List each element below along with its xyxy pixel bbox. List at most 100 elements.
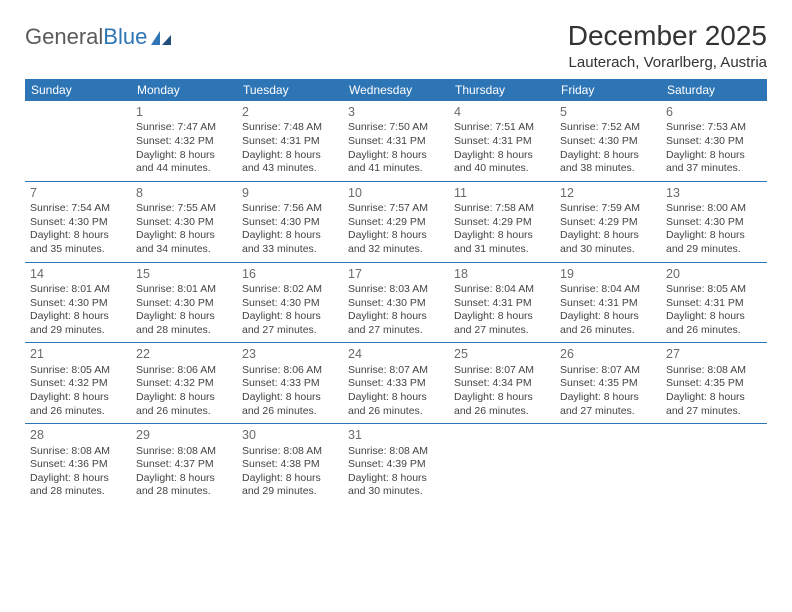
sunset-text: Sunset: 4:30 PM	[30, 297, 126, 311]
sunset-text: Sunset: 4:33 PM	[242, 377, 338, 391]
day-number: 19	[560, 266, 656, 282]
weekday-header: Sunday	[25, 79, 131, 101]
weekday-header: Wednesday	[343, 79, 449, 101]
calendar-day-cell: 26Sunrise: 8:07 AMSunset: 4:35 PMDayligh…	[555, 343, 661, 424]
day-number: 27	[666, 346, 762, 362]
day-number: 7	[30, 185, 126, 201]
sunrise-text: Sunrise: 7:54 AM	[30, 202, 126, 216]
day-number: 14	[30, 266, 126, 282]
sunrise-text: Sunrise: 7:52 AM	[560, 121, 656, 135]
calendar-day-cell: 7Sunrise: 7:54 AMSunset: 4:30 PMDaylight…	[25, 181, 131, 262]
sunrise-text: Sunrise: 8:07 AM	[560, 364, 656, 378]
day-number: 15	[136, 266, 232, 282]
calendar-day-cell: 17Sunrise: 8:03 AMSunset: 4:30 PMDayligh…	[343, 262, 449, 343]
sunrise-text: Sunrise: 7:51 AM	[454, 121, 550, 135]
day-number: 24	[348, 346, 444, 362]
day-number: 6	[666, 104, 762, 120]
sunrise-text: Sunrise: 8:06 AM	[242, 364, 338, 378]
calendar-day-cell	[555, 424, 661, 504]
sunrise-text: Sunrise: 7:56 AM	[242, 202, 338, 216]
calendar-day-cell: 30Sunrise: 8:08 AMSunset: 4:38 PMDayligh…	[237, 424, 343, 504]
daylight-text: Daylight: 8 hours and 33 minutes.	[242, 229, 338, 256]
daylight-text: Daylight: 8 hours and 40 minutes.	[454, 149, 550, 176]
sunrise-text: Sunrise: 8:08 AM	[136, 445, 232, 459]
calendar-day-cell: 1Sunrise: 7:47 AMSunset: 4:32 PMDaylight…	[131, 101, 237, 181]
daylight-text: Daylight: 8 hours and 35 minutes.	[30, 229, 126, 256]
logo-word-1: General	[25, 24, 103, 50]
calendar-day-cell: 18Sunrise: 8:04 AMSunset: 4:31 PMDayligh…	[449, 262, 555, 343]
calendar-week-row: 14Sunrise: 8:01 AMSunset: 4:30 PMDayligh…	[25, 262, 767, 343]
sunrise-text: Sunrise: 8:07 AM	[348, 364, 444, 378]
day-number: 28	[30, 427, 126, 443]
daylight-text: Daylight: 8 hours and 26 minutes.	[560, 310, 656, 337]
sunrise-text: Sunrise: 8:06 AM	[136, 364, 232, 378]
title-block: December 2025 Lauterach, Vorarlberg, Aus…	[568, 20, 767, 71]
sunset-text: Sunset: 4:30 PM	[136, 297, 232, 311]
sunset-text: Sunset: 4:34 PM	[454, 377, 550, 391]
sunrise-text: Sunrise: 7:57 AM	[348, 202, 444, 216]
sunset-text: Sunset: 4:30 PM	[666, 135, 762, 149]
calendar-day-cell: 4Sunrise: 7:51 AMSunset: 4:31 PMDaylight…	[449, 101, 555, 181]
calendar-day-cell: 3Sunrise: 7:50 AMSunset: 4:31 PMDaylight…	[343, 101, 449, 181]
sunrise-text: Sunrise: 7:50 AM	[348, 121, 444, 135]
calendar-week-row: 7Sunrise: 7:54 AMSunset: 4:30 PMDaylight…	[25, 181, 767, 262]
day-number: 4	[454, 104, 550, 120]
daylight-text: Daylight: 8 hours and 43 minutes.	[242, 149, 338, 176]
daylight-text: Daylight: 8 hours and 26 minutes.	[348, 391, 444, 418]
day-number: 3	[348, 104, 444, 120]
calendar-day-cell: 19Sunrise: 8:04 AMSunset: 4:31 PMDayligh…	[555, 262, 661, 343]
daylight-text: Daylight: 8 hours and 26 minutes.	[30, 391, 126, 418]
calendar-day-cell: 23Sunrise: 8:06 AMSunset: 4:33 PMDayligh…	[237, 343, 343, 424]
sunset-text: Sunset: 4:30 PM	[30, 216, 126, 230]
day-number: 17	[348, 266, 444, 282]
calendar-day-cell	[449, 424, 555, 504]
daylight-text: Daylight: 8 hours and 38 minutes.	[560, 149, 656, 176]
day-number: 10	[348, 185, 444, 201]
sunset-text: Sunset: 4:33 PM	[348, 377, 444, 391]
calendar-day-cell: 16Sunrise: 8:02 AMSunset: 4:30 PMDayligh…	[237, 262, 343, 343]
calendar-day-cell: 6Sunrise: 7:53 AMSunset: 4:30 PMDaylight…	[661, 101, 767, 181]
weekday-header: Thursday	[449, 79, 555, 101]
daylight-text: Daylight: 8 hours and 26 minutes.	[666, 310, 762, 337]
day-number: 11	[454, 185, 550, 201]
sunset-text: Sunset: 4:29 PM	[348, 216, 444, 230]
daylight-text: Daylight: 8 hours and 32 minutes.	[348, 229, 444, 256]
daylight-text: Daylight: 8 hours and 26 minutes.	[454, 391, 550, 418]
daylight-text: Daylight: 8 hours and 28 minutes.	[136, 472, 232, 499]
sunset-text: Sunset: 4:32 PM	[136, 135, 232, 149]
day-number: 12	[560, 185, 656, 201]
sunrise-text: Sunrise: 8:05 AM	[666, 283, 762, 297]
sunrise-text: Sunrise: 7:47 AM	[136, 121, 232, 135]
sunrise-text: Sunrise: 8:03 AM	[348, 283, 444, 297]
sunrise-text: Sunrise: 8:01 AM	[136, 283, 232, 297]
calendar-day-cell	[25, 101, 131, 181]
calendar-week-row: 1Sunrise: 7:47 AMSunset: 4:32 PMDaylight…	[25, 101, 767, 181]
sunrise-text: Sunrise: 8:08 AM	[348, 445, 444, 459]
logo-word-2: Blue	[103, 24, 147, 50]
day-number: 23	[242, 346, 338, 362]
month-title: December 2025	[568, 20, 767, 52]
daylight-text: Daylight: 8 hours and 27 minutes.	[242, 310, 338, 337]
daylight-text: Daylight: 8 hours and 31 minutes.	[454, 229, 550, 256]
calendar-day-cell: 28Sunrise: 8:08 AMSunset: 4:36 PMDayligh…	[25, 424, 131, 504]
day-number: 20	[666, 266, 762, 282]
calendar-day-cell: 31Sunrise: 8:08 AMSunset: 4:39 PMDayligh…	[343, 424, 449, 504]
day-number: 25	[454, 346, 550, 362]
daylight-text: Daylight: 8 hours and 37 minutes.	[666, 149, 762, 176]
sunrise-text: Sunrise: 8:08 AM	[666, 364, 762, 378]
day-number: 29	[136, 427, 232, 443]
sunset-text: Sunset: 4:37 PM	[136, 458, 232, 472]
calendar-day-cell: 5Sunrise: 7:52 AMSunset: 4:30 PMDaylight…	[555, 101, 661, 181]
daylight-text: Daylight: 8 hours and 44 minutes.	[136, 149, 232, 176]
daylight-text: Daylight: 8 hours and 28 minutes.	[136, 310, 232, 337]
calendar-day-cell	[661, 424, 767, 504]
calendar-day-cell: 12Sunrise: 7:59 AMSunset: 4:29 PMDayligh…	[555, 181, 661, 262]
sunset-text: Sunset: 4:38 PM	[242, 458, 338, 472]
day-number: 26	[560, 346, 656, 362]
sunset-text: Sunset: 4:32 PM	[30, 377, 126, 391]
daylight-text: Daylight: 8 hours and 27 minutes.	[560, 391, 656, 418]
weekday-header: Saturday	[661, 79, 767, 101]
day-number: 30	[242, 427, 338, 443]
day-number: 9	[242, 185, 338, 201]
sunrise-text: Sunrise: 8:08 AM	[30, 445, 126, 459]
